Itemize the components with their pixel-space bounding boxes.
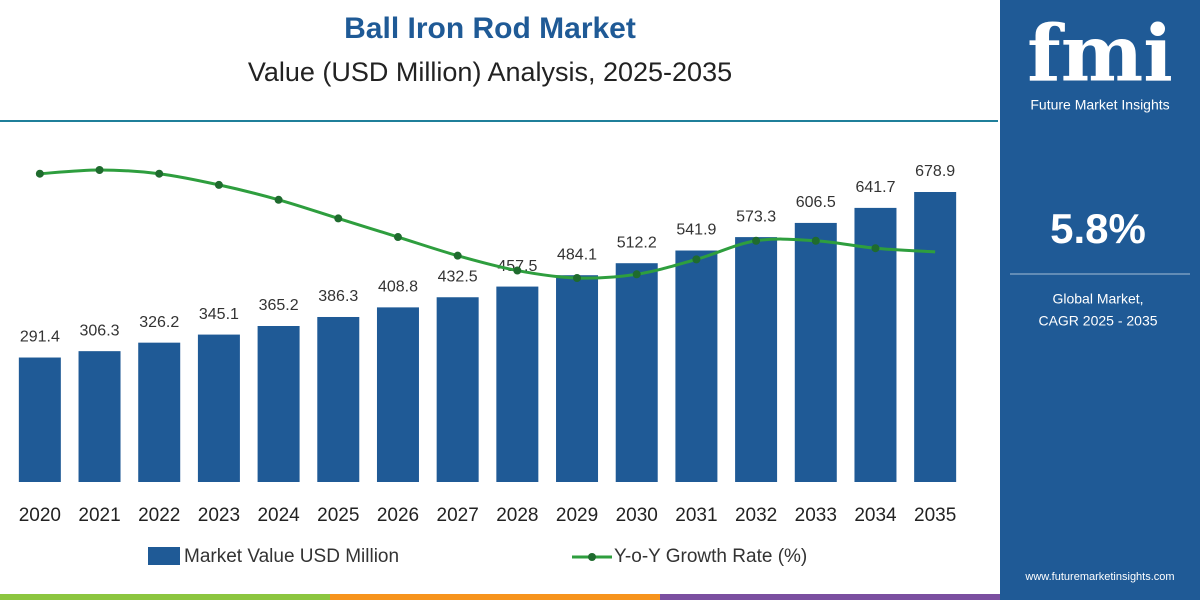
value-label: 457.5	[497, 258, 537, 275]
value-label: 678.9	[915, 163, 955, 180]
growth-line	[39, 168, 936, 280]
x-tick-label: 2035	[914, 505, 956, 526]
growth-point	[214, 180, 223, 189]
bar	[376, 307, 419, 482]
value-label: 306.3	[80, 322, 120, 339]
bar	[436, 297, 479, 482]
x-tick-label: 2029	[556, 505, 598, 526]
cagr-value: 5.8%	[1050, 205, 1146, 252]
side-panel	[1000, 0, 1200, 600]
strip	[330, 594, 660, 600]
website: www.futuremarketinsights.com	[1024, 571, 1174, 583]
growth-point	[334, 214, 343, 223]
x-tick-label: 2033	[795, 505, 837, 526]
growth-point	[752, 236, 761, 245]
legend-label: Y-o-Y Growth Rate (%)	[614, 546, 807, 567]
legend-swatch	[148, 547, 180, 565]
x-tick-label: 2020	[19, 505, 61, 526]
value-label: 386.3	[318, 288, 358, 305]
bar	[794, 222, 837, 482]
growth-point	[811, 236, 820, 245]
value-label: 291.4	[20, 329, 60, 346]
growth-point	[35, 169, 44, 178]
x-tick-label: 2031	[675, 505, 717, 526]
bar	[197, 334, 240, 482]
value-label: 641.7	[855, 179, 895, 196]
strip	[1000, 594, 1200, 600]
x-tick-label: 2028	[496, 505, 538, 526]
bar	[257, 326, 300, 482]
legend-swatch	[588, 553, 596, 561]
value-label: 541.9	[676, 222, 716, 239]
growth-point	[95, 166, 104, 174]
value-label: 606.5	[796, 194, 836, 211]
value-label: 432.5	[438, 268, 478, 285]
growth-point	[274, 195, 283, 204]
value-label: 408.8	[378, 279, 418, 296]
x-tick-label: 2024	[257, 505, 300, 526]
growth-point	[871, 244, 880, 253]
chart-title: Ball Iron Rod Market	[344, 12, 636, 45]
growth-point	[513, 266, 522, 275]
bar	[735, 237, 778, 482]
x-tick-label: 2021	[78, 505, 120, 526]
x-tick-label: 2034	[854, 505, 897, 526]
bar	[914, 192, 957, 482]
bar	[496, 286, 539, 482]
brand: Future Market Insights	[1030, 97, 1169, 113]
value-label: 512.2	[617, 234, 657, 251]
growth-point	[692, 255, 701, 264]
bar	[138, 342, 181, 482]
cagr-label: CAGR 2025 - 2035	[1038, 313, 1157, 329]
value-label: 345.1	[199, 306, 239, 323]
growth-point	[453, 251, 462, 260]
value-label: 573.3	[736, 208, 776, 225]
growth-point	[573, 274, 582, 282]
value-label: 484.1	[557, 246, 597, 263]
growth-point	[155, 169, 164, 178]
bar	[556, 275, 599, 482]
growth-point	[632, 270, 641, 279]
x-tick-label: 2025	[317, 505, 359, 526]
growth-point	[393, 233, 402, 242]
x-tick-label: 2022	[138, 505, 180, 526]
strip	[0, 594, 330, 600]
bar	[615, 263, 658, 482]
x-tick-label: 2032	[735, 505, 777, 526]
strip	[660, 594, 1000, 600]
bar	[854, 207, 897, 482]
bar	[675, 250, 718, 482]
bar	[317, 316, 360, 482]
legend-label: Market Value USD Million	[184, 546, 399, 567]
x-tick-label: 2026	[377, 505, 419, 526]
logo: fmi	[1027, 9, 1173, 100]
cagr-label: Global Market,	[1052, 291, 1143, 307]
chart-subtitle: Value (USD Million) Analysis, 2025-2035	[248, 57, 732, 87]
x-tick-label: 2030	[616, 505, 658, 526]
bar	[18, 357, 61, 482]
x-tick-label: 2027	[437, 505, 479, 526]
value-label: 365.2	[259, 297, 299, 314]
bar	[78, 351, 121, 482]
value-label: 326.2	[139, 314, 179, 331]
x-tick-label: 2023	[198, 505, 240, 526]
